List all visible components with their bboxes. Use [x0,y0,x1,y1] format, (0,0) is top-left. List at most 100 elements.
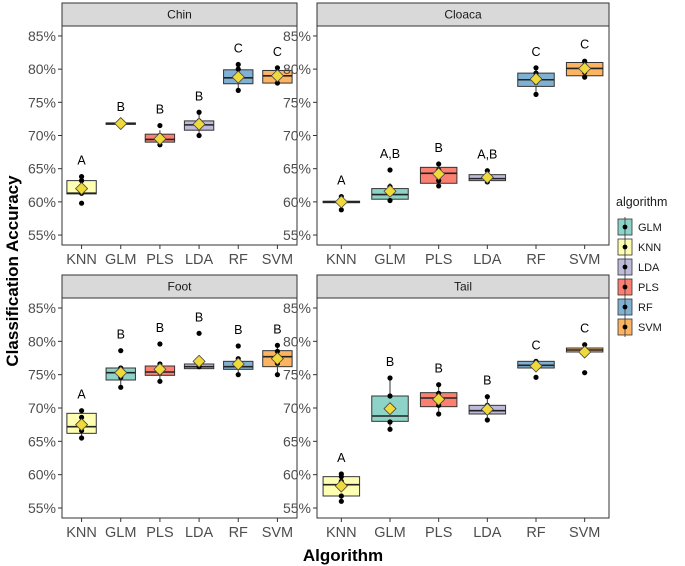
data-point [582,370,588,376]
mean-marker [192,354,206,368]
y-tick-label: 70% [28,400,56,416]
mean-marker [231,357,245,371]
data-point [436,382,442,388]
mean-marker [334,479,348,493]
panels-layer: Chin 55% 60% 65% 70% 75% 80% 85% KNN GLM PLS LDA RF S… [28,2,610,541]
box-glm: B [105,328,136,390]
y-tick-label: 55% [283,500,311,516]
data-point [436,411,442,417]
box-rf: C [517,338,555,380]
data-point [338,493,344,499]
significance-letter: C [531,45,540,59]
plot-area [316,25,610,246]
data-point [274,348,281,354]
x-axis-title: Algorithm [303,546,383,565]
facet-panel-cloaca: Cloaca 55% 60% 65% 70% 75% 80% 85% KNN GLM PLS LDA R… [283,2,610,268]
legend-item-svm: SVM [617,317,662,337]
x-tick-label: SVM [262,525,293,541]
y-tick-label: 60% [283,194,311,210]
box-knn: A [322,174,361,213]
data-point [78,414,85,420]
y-tick-label: 80% [283,61,311,77]
x-tick-label: SVM [569,252,600,268]
significance-letter: A,B [477,148,497,162]
x-tick-label: KNN [66,525,97,541]
box-glm: B [105,100,136,131]
x-tick-label: RF [526,252,545,268]
y-tick-label: 70% [283,128,311,144]
significance-letter: B [195,89,203,103]
data-point [235,372,241,378]
y-tick-label: 75% [283,367,311,383]
data-point [274,372,281,378]
significance-letter: A [77,388,86,402]
y-tick-label: 55% [283,227,311,243]
significance-letter: A [337,174,346,188]
y-axis-title: Classification Accuracy [3,175,22,367]
data-point [338,498,344,504]
facet-panel-foot: Foot 55% 60% 65% 70% 75% 80% 85% KNN GLM PLS LDA RF S… [28,274,298,541]
legend-title: algorithm [616,195,667,209]
significance-letter: B [156,103,164,117]
legend-label: PLS [638,282,659,294]
y-tick-label: 75% [28,367,56,383]
y-tick-label: 70% [28,128,56,144]
mean-marker [75,182,89,196]
mean-marker [480,402,494,416]
mean-marker [432,167,446,181]
x-tick-label: LDA [185,525,214,541]
box-svm: C [262,45,293,86]
y-tick-label: 70% [283,400,311,416]
box-lda: B [183,89,215,139]
mean-marker [578,345,592,359]
facet-title: Foot [167,280,192,294]
legend-item-pls: PLS [617,277,659,297]
data-point [582,58,588,64]
data-point [533,65,539,71]
legend-item-lda: LDA [617,257,660,277]
legend-dot [622,284,628,290]
data-point [582,74,588,80]
significance-letter: B [434,362,442,376]
data-point [196,330,202,336]
mean-marker [75,418,89,432]
legend-item-knn: KNN [617,237,661,257]
data-point [387,393,393,399]
data-point [533,374,539,380]
data-point [338,207,344,213]
y-tick-label: 60% [28,194,56,210]
box-lda: B [468,374,507,423]
significance-letter: C [273,45,282,59]
x-tick-label: GLM [105,525,136,541]
plot-area [61,297,298,519]
x-tick-label: RF [229,252,248,268]
data-point [533,91,539,97]
box-rf: C [223,41,254,93]
y-tick-label: 55% [28,227,56,243]
data-point [78,178,85,184]
significance-letter: B [434,141,442,155]
legend-label: GLM [638,222,662,234]
y-tick-label: 80% [28,333,56,349]
x-tick-label: KNN [326,252,357,268]
mean-marker [153,132,167,146]
box-svm: B [262,322,293,378]
data-point [118,348,124,354]
legend-dot [622,304,628,310]
y-tick-label: 75% [28,94,56,110]
significance-letter: A [337,451,346,465]
mean-marker [432,392,446,406]
x-tick-label: GLM [105,252,136,268]
y-tick-label: 65% [28,161,56,177]
significance-letter: C [234,41,243,55]
data-point [436,183,442,189]
data-point [157,122,163,129]
data-point [196,109,202,115]
mean-marker [383,402,397,416]
box-svm: C [565,38,604,80]
x-tick-label: PLS [146,252,173,268]
data-point [235,61,241,68]
significance-letter: B [195,310,203,324]
data-point [387,426,393,432]
box-svm: C [565,322,604,376]
